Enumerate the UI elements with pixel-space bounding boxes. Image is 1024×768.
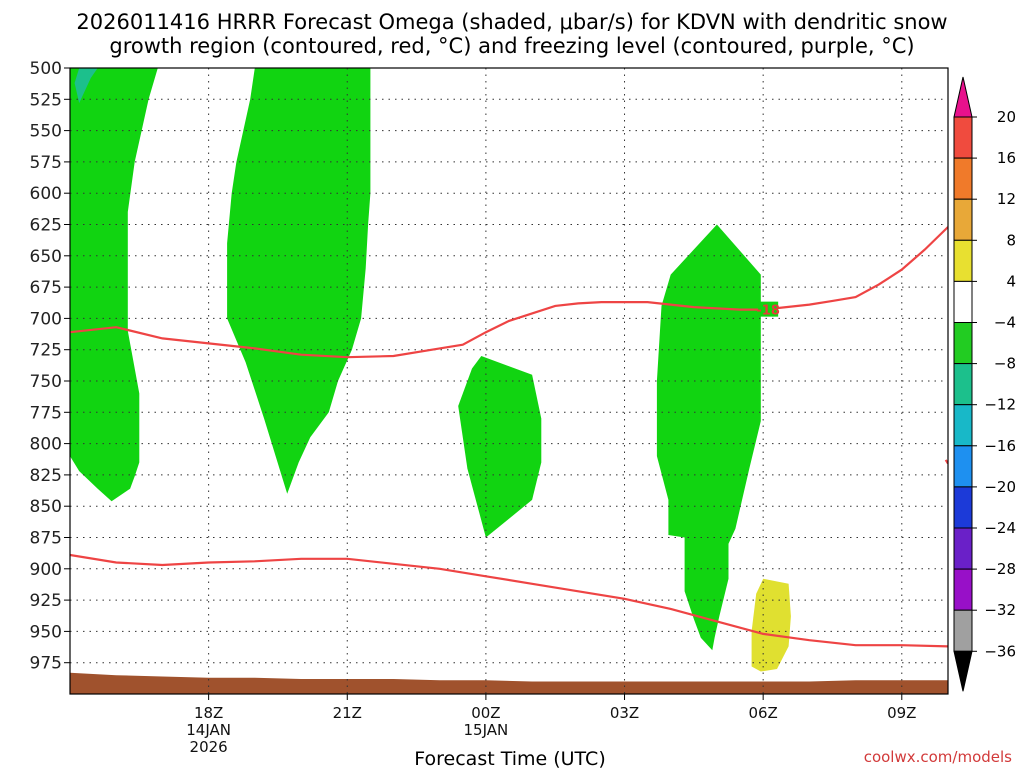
plot-area: -18 500 525 550 575 600 625 650 675 700 725 750 775 8… — [30, 59, 949, 756]
omega-region-5 — [751, 578, 791, 672]
y-tick-label-600: 600 — [30, 184, 62, 204]
chart-title-line-1: 2026011416 HRRR Forecast Omega (shaded, … — [76, 10, 947, 34]
x-tick-label-18-0: 18Z — [194, 704, 223, 722]
y-tick-label-925: 925 — [30, 591, 62, 611]
omega-region-3 — [458, 356, 542, 538]
terrain-fill — [70, 672, 948, 694]
y-tick-label-750: 750 — [30, 372, 62, 392]
contour-label-background — [758, 301, 779, 317]
colorbar-segment-1 — [953, 116, 973, 159]
y-tick-label-700: 700 — [30, 309, 62, 329]
colorbar-segment-10 — [953, 486, 973, 529]
x-tick-label-24-1: 15JAN — [464, 721, 509, 739]
contour-label-dgz: -18 — [756, 304, 780, 319]
y-tick-label-775: 775 — [30, 403, 62, 423]
colorbar-bottom-arrow — [953, 650, 973, 692]
plot-clip-group: -18 — [70, 68, 948, 694]
credit-text: coolwx.com/models — [864, 748, 1012, 766]
x-axis-label: Forecast Time (UTC) — [414, 748, 605, 768]
colorbar-tick-label-9: −20 — [984, 478, 1016, 496]
y-tick-label-650: 650 — [30, 247, 62, 267]
colorbar-segment-6 — [953, 322, 973, 365]
dgz-bottom-contour — [70, 553, 948, 648]
colorbar-segment-8 — [953, 404, 973, 447]
colorbar-segment-5 — [953, 280, 973, 323]
x-tick-label-18-2: 2026 — [190, 738, 228, 756]
y-tick-label-900: 900 — [30, 560, 62, 580]
colorbar: 20 16 12 8 4 −4 −8 −12 −16 −20 −24 −28 −32 −36 — [953, 76, 1016, 692]
colorbar-tick-label-1: 16 — [997, 149, 1016, 167]
colorbar-segment-2 — [953, 157, 973, 200]
colorbar-tick-label-0: 20 — [997, 108, 1016, 126]
y-tick-label-825: 825 — [30, 466, 62, 486]
colorbar-segment-13 — [953, 609, 973, 652]
colorbar-tick-label-6: −8 — [994, 355, 1016, 373]
colorbar-tick-label-8: −16 — [984, 437, 1016, 455]
colorbar-tick-label-2: 12 — [997, 190, 1016, 208]
colorbar-segment-12 — [953, 568, 973, 611]
x-tick-label-27-0: 03Z — [610, 704, 639, 722]
gridlines — [70, 68, 948, 694]
y-tick-label-800: 800 — [30, 435, 62, 455]
y-tick-label-550: 550 — [30, 122, 62, 142]
x-tick-label-30-0: 06Z — [748, 704, 777, 722]
y-tick-label-725: 725 — [30, 341, 62, 361]
colorbar-segment-7 — [953, 363, 973, 406]
omega-region-4 — [656, 224, 761, 651]
y-tick-label-975: 975 — [30, 654, 62, 674]
colorbar-tick-label-4: 4 — [1006, 272, 1016, 290]
chart-title-line-2: growth region (contoured, red, °C) and f… — [109, 34, 914, 58]
omega-region-1 — [74, 68, 98, 104]
omega-region-2 — [227, 68, 371, 494]
y-tick-label-875: 875 — [30, 529, 62, 549]
colorbar-tick-label-5: −4 — [994, 314, 1016, 332]
colorbar-tick-label-11: −28 — [984, 560, 1016, 578]
colorbar-top-arrow — [953, 76, 973, 118]
colorbar-segment-11 — [953, 527, 973, 570]
colorbar-tick-label-12: −32 — [984, 601, 1016, 619]
omega-region-0 — [70, 68, 158, 502]
y-tick-label-850: 850 — [30, 497, 62, 517]
colorbar-tick-label-10: −24 — [984, 519, 1016, 537]
colorbar-tick-label-7: −12 — [984, 396, 1016, 414]
dgz-top-contour — [70, 226, 948, 359]
colorbar-segment-9 — [953, 445, 973, 488]
colorbar-segment-3 — [953, 198, 973, 241]
colorbar-segment-4 — [953, 239, 973, 282]
y-tick-label-675: 675 — [30, 278, 62, 298]
y-tick-label-950: 950 — [30, 622, 62, 642]
x-tick-label-24-0: 00Z — [471, 704, 500, 722]
x-tick-label-18-1: 14JAN — [186, 721, 231, 739]
x-tick-label-33-0: 09Z — [887, 704, 916, 722]
y-tick-label-625: 625 — [30, 216, 62, 236]
x-tick-label-21-0: 21Z — [333, 704, 362, 722]
y-tick-label-575: 575 — [30, 153, 62, 173]
y-tick-label-500: 500 — [30, 59, 62, 79]
colorbar-tick-label-3: 8 — [1006, 231, 1016, 249]
y-tick-label-525: 525 — [30, 90, 62, 110]
colorbar-tick-label-13: −36 — [984, 642, 1016, 660]
